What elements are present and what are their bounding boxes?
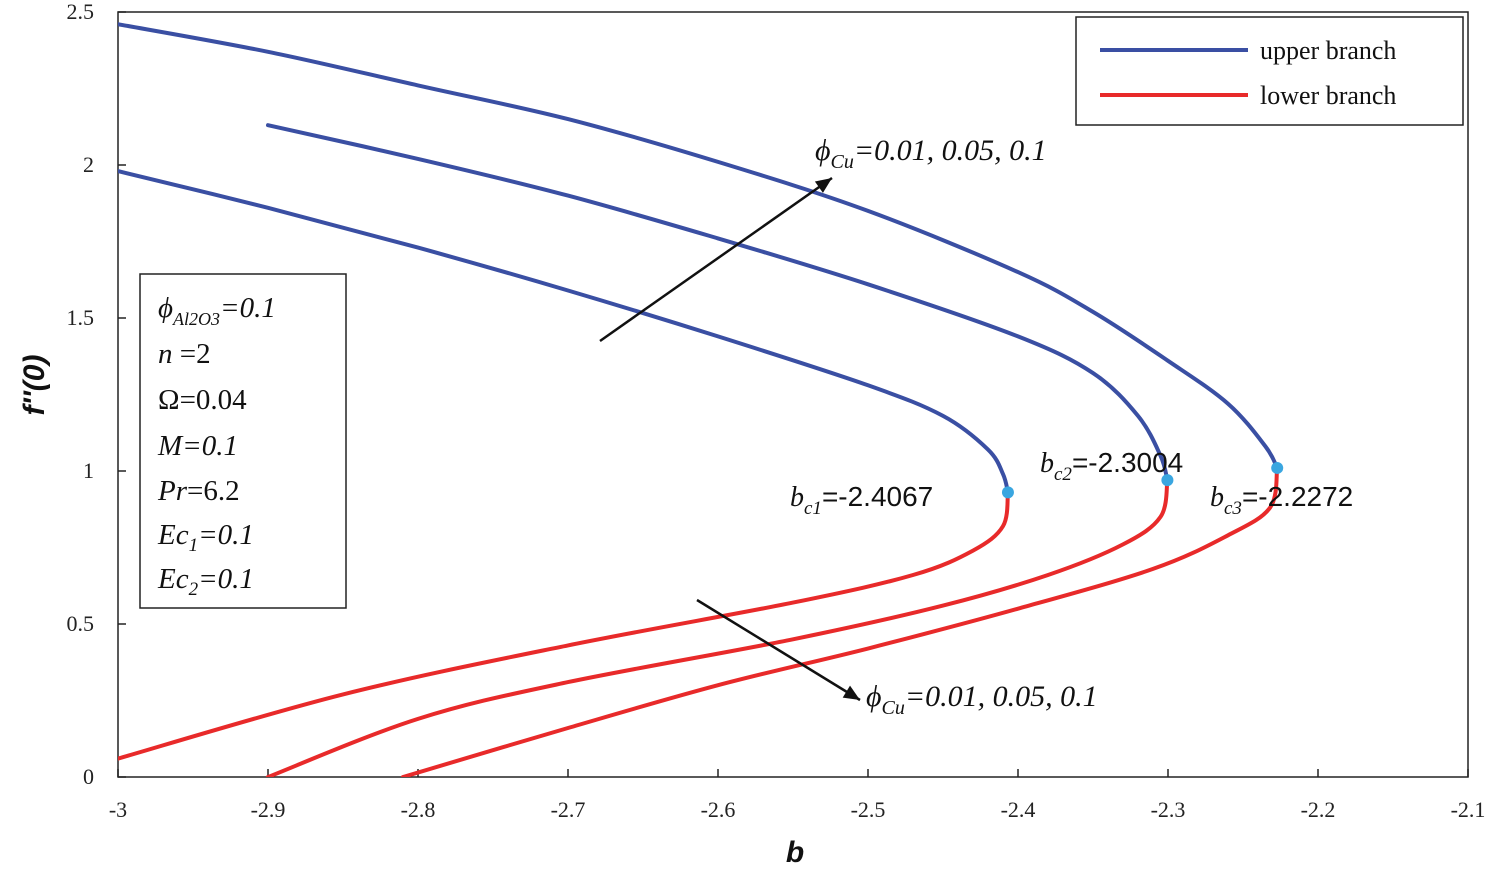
x-tick-label: -2.2 — [1301, 797, 1336, 822]
annotation-lower: ϕCu=0.01, 0.05, 0.1 — [866, 680, 1098, 719]
critical-point-1 — [1001, 486, 1014, 499]
x-tick-label: -2.3 — [1151, 797, 1186, 822]
lower-arrow-shaft — [696, 598, 861, 702]
svg-text:Ec1=0.1: Ec1=0.1 — [157, 519, 254, 556]
param-2-symbol: n — [158, 338, 173, 370]
svg-text:ϕAl2O3=0.1: ϕAl2O3=0.1 — [158, 292, 276, 329]
critical-label-1-symbol: b — [790, 482, 804, 513]
param-6-value: =0.1 — [198, 519, 254, 551]
legend-box — [1075, 16, 1464, 126]
x-tick-label: -2.1 — [1451, 797, 1486, 822]
param-6-symbol: Ec — [157, 519, 189, 551]
annotation-upper-text: =0.01, 0.05, 0.1 — [854, 134, 1047, 167]
svg-text:Ω=0.04: Ω=0.04 — [158, 384, 247, 416]
series-lines — [118, 22, 1280, 777]
y-tick-label: 1.5 — [67, 305, 95, 330]
param-7-value: =0.1 — [198, 563, 254, 595]
critical-label-3-value: =-2.2272 — [1242, 481, 1353, 512]
param-4-value: =0.1 — [182, 430, 238, 462]
critical-label-3: bc3=-2.2272 — [1210, 481, 1353, 519]
annotation-lower-text: =0.01, 0.05, 0.1 — [905, 680, 1098, 713]
svg-text:bc3=-2.2272: bc3=-2.2272 — [1210, 481, 1353, 519]
lower-branch-line-3 — [401, 465, 1280, 777]
svg-text:bc1=-2.4067: bc1=-2.4067 — [790, 481, 933, 519]
x-tick-label: -2.4 — [1001, 797, 1036, 822]
critical-label-3-sub: c3 — [1224, 498, 1242, 519]
param-1-value: =0.1 — [220, 292, 276, 324]
critical-label-1-sub: c1 — [804, 498, 822, 519]
x-tick-label: -2.9 — [251, 797, 286, 822]
axes — [117, 11, 1469, 778]
svg-text:bc2=-2.3004: bc2=-2.3004 — [1040, 447, 1183, 485]
annotation-upper: ϕCu=0.01, 0.05, 0.1 — [815, 134, 1047, 173]
x-tick-label: -2.6 — [701, 797, 736, 822]
critical-label-1-value: =-2.4067 — [822, 481, 933, 512]
svg-text:Ec2=0.1: Ec2=0.1 — [157, 563, 254, 600]
parameter-box: ϕAl2O3=0.1 n =2 Ω=0.04 M=0.1 Pr=6.2 Ec1=… — [139, 273, 347, 609]
param-3-symbol: Ω — [158, 384, 180, 416]
critical-label-2: bc2=-2.3004 — [1040, 447, 1183, 485]
parameter-box-frame — [139, 273, 347, 609]
param-5-value: =6.2 — [187, 475, 240, 507]
svg-text:n =2: n =2 — [158, 338, 211, 370]
upper-arrow-head — [814, 178, 832, 193]
legend: upper branch lower branch — [1075, 16, 1464, 126]
annotation-lower-sub: Cu — [882, 697, 905, 719]
y-tick-label: 2 — [83, 152, 94, 177]
critical-point-3 — [1271, 461, 1284, 474]
y-axis-label: f''(0) — [18, 355, 51, 416]
upper-branch-line-1 — [118, 169, 1010, 495]
x-tick-label: -3 — [109, 797, 127, 822]
x-axis-label: b — [786, 836, 804, 869]
critical-label-3-symbol: b — [1210, 482, 1224, 513]
legend-label-lower: lower branch — [1260, 81, 1396, 110]
param-4-symbol: M — [157, 430, 184, 462]
param-6-sub: 1 — [189, 535, 199, 556]
plot-frame — [117, 11, 1469, 778]
x-tick-label: -2.7 — [551, 797, 586, 822]
lower-branch-line-1 — [118, 490, 1010, 761]
lower-branch-line-2 — [266, 478, 1170, 777]
critical-points — [1001, 461, 1284, 499]
svg-text:ϕCu=0.01, 0.05, 0.1: ϕCu=0.01, 0.05, 0.1 — [866, 680, 1098, 719]
svg-text:M=0.1: M=0.1 — [157, 430, 238, 462]
y-tick-label: 2.5 — [67, 0, 95, 24]
param-2-value: =2 — [173, 338, 211, 370]
y-tick-label: 1 — [83, 458, 94, 483]
arrows — [599, 176, 861, 702]
annotation-upper-symbol: ϕ — [815, 134, 831, 167]
param-1-symbol: ϕ — [158, 292, 173, 324]
annotation-upper-sub: Cu — [831, 151, 854, 173]
annotation-lower-symbol: ϕ — [866, 680, 882, 713]
legend-label-upper: upper branch — [1260, 36, 1396, 65]
upper-arrow-shaft — [599, 176, 833, 343]
critical-label-2-symbol: b — [1040, 448, 1054, 479]
y-tick-label: 0 — [83, 764, 94, 789]
svg-text:Pr=6.2: Pr=6.2 — [157, 475, 240, 507]
upper-branch-line-3 — [118, 22, 1280, 470]
x-tick-label: -2.8 — [401, 797, 436, 822]
upper-branch-line-2 — [266, 123, 1170, 483]
y-tick-label: 0.5 — [67, 611, 95, 636]
tick-labels: -3 -2.9 -2.8 -2.7 -2.6 -2.5 -2.4 -2.3 -2.2 -2.1 0 0… — [67, 0, 1486, 822]
critical-label-2-sub: c2 — [1054, 464, 1072, 485]
x-tick-label: -2.5 — [851, 797, 886, 822]
svg-text:ϕCu=0.01, 0.05, 0.1: ϕCu=0.01, 0.05, 0.1 — [815, 134, 1047, 173]
critical-point-2 — [1161, 474, 1174, 487]
param-1-sub: Al2O3 — [172, 309, 220, 329]
param-3-value: =0.04 — [180, 384, 248, 416]
param-5-symbol: Pr — [157, 475, 188, 507]
lower-arrow-head — [842, 685, 860, 700]
critical-label-2-value: =-2.3004 — [1072, 447, 1183, 478]
critical-label-1: bc1=-2.4067 — [790, 481, 933, 519]
param-7-symbol: Ec — [157, 563, 189, 595]
param-7-sub: 2 — [189, 579, 199, 600]
